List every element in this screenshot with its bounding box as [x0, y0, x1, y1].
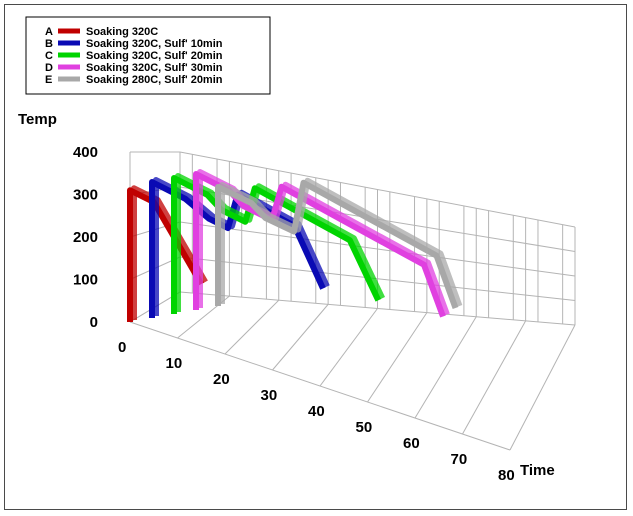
back-gridline-horizontal: [179, 221, 576, 277]
x-tick-label: 10: [166, 355, 183, 372]
series-layer: [127, 169, 463, 322]
back-wall-grid: [179, 151, 576, 326]
x-tick-label: 30: [261, 387, 278, 404]
x-tick-label: 60: [403, 435, 420, 452]
legend-label: Soaking 320C, Sulf' 20min: [86, 50, 223, 62]
legend-letter: B: [45, 38, 53, 50]
floor-gridline: [319, 308, 378, 387]
floor-front-edge: [129, 321, 511, 451]
floor-gridline: [272, 304, 329, 371]
floor-gridline: [414, 316, 477, 419]
back-gridline-horizontal: [179, 151, 576, 228]
floor-gridline: [462, 320, 527, 435]
series-line: [171, 175, 382, 314]
legend: A Soaking 320C B Soaking 320C, Sulf' 10min C…: [25, 16, 271, 95]
x-tick-label: 50: [356, 419, 373, 436]
y-tick-label: 100: [73, 272, 98, 289]
x-tick-label: 70: [451, 451, 468, 468]
floor-gridline: [224, 299, 280, 355]
legend-letter: E: [45, 74, 52, 86]
tick-labels: 0 10 20 30 40 50 60 70 80 0 100 200 300 400: [73, 144, 515, 484]
floor-grid: [129, 291, 576, 451]
legend-label: Soaking 320C: [86, 26, 158, 38]
x-tick-label: 80: [498, 467, 515, 484]
legend-letter: D: [45, 62, 53, 74]
floor-gridline: [509, 324, 576, 451]
y-tick-label: 400: [73, 144, 98, 161]
legend-label: Soaking 320C, Sulf' 30min: [86, 62, 223, 74]
series-ribbon-back: [131, 185, 208, 320]
floor-gridline: [367, 312, 428, 403]
legend-label: Soaking 320C, Sulf' 10min: [86, 38, 223, 50]
legend-letter: C: [45, 50, 53, 62]
y-tick-label: 0: [90, 314, 98, 331]
x-tick-label: 40: [308, 403, 325, 420]
x-axis-title: Time: [520, 462, 555, 479]
series-ribbon-back: [219, 177, 463, 308]
legend-label: Soaking 280C, Sulf' 20min: [86, 74, 223, 86]
back-gridline-horizontal: [179, 256, 576, 301]
legend-letter: A: [45, 26, 53, 38]
series-line: [215, 179, 459, 310]
back-gridline-horizontal: [179, 291, 576, 326]
y-tick-label: 300: [73, 187, 98, 204]
x-tick-label: 20: [213, 371, 230, 388]
series-ribbon-back: [175, 173, 386, 312]
y-axis-title: Temp: [18, 111, 57, 128]
y-tick-label: 200: [73, 229, 98, 246]
x-tick-label: 0: [118, 339, 126, 356]
